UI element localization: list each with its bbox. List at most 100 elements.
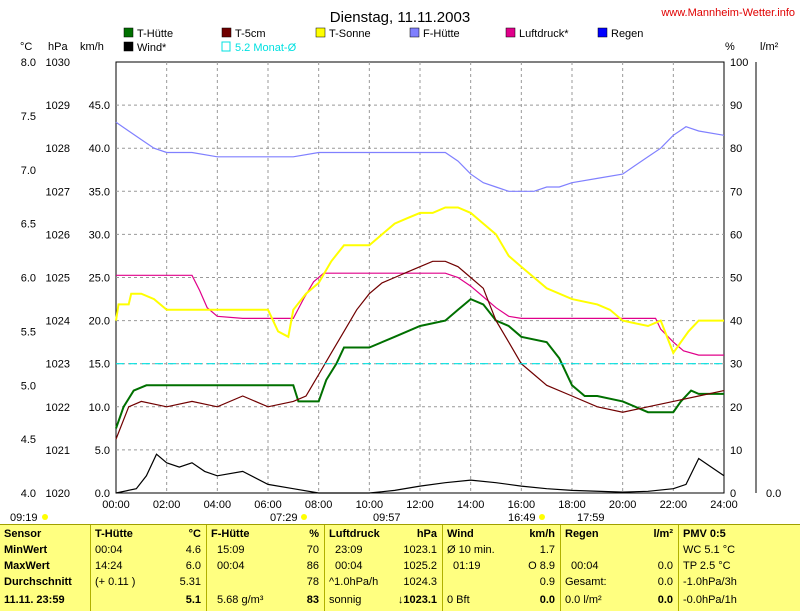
- regen-unit: l/m²: [653, 528, 673, 540]
- stats-col-f-huette: F-Hütte% 15:09 70 00:04 86 78 5.68 g/m³ 83: [206, 525, 323, 611]
- pmv-r1: WC 5.1 °C: [683, 544, 736, 556]
- x-tick-3: 06:00: [254, 499, 282, 511]
- percent-tick-0: 0: [730, 488, 736, 500]
- legend-label-7: 5.2 Monat-Ø: [235, 42, 297, 54]
- series-f-h-tte: [115, 121, 725, 192]
- hpa-tick-4: 1024: [46, 316, 70, 328]
- unit-hpa: hPa: [48, 41, 68, 53]
- legend-label-1: T-5cm: [235, 28, 266, 40]
- percent-tick-3: 30: [730, 359, 742, 371]
- f-huette-head: F-Hütte: [211, 528, 250, 540]
- legend-swatch-3: [409, 27, 420, 38]
- series-luftdruck-: [116, 272, 724, 356]
- legend-swatch-6: [123, 41, 134, 52]
- percent-tick-7: 70: [730, 186, 742, 198]
- stats-col-sensor: Sensor MinWert MaxWert Durchschnitt 11.1…: [0, 525, 88, 611]
- t-huette-r3b: 5.31: [179, 576, 201, 588]
- wind-r1b: 1.7: [539, 544, 555, 556]
- wind-r1a: Ø 10 min.: [447, 544, 495, 556]
- stats-col-pmv: PMV 0:5 WC 5.1 °C TP 2.5 °C -1.0hPa/3h -…: [678, 525, 800, 611]
- hpa-tick-1: 1021: [46, 445, 70, 457]
- regen-r4a: 0.0 l/m²: [565, 594, 602, 606]
- f-huette-r4b: 83: [306, 594, 319, 606]
- sensor-r1: MinWert: [4, 544, 48, 556]
- sensor-r2: MaxWert: [4, 560, 50, 572]
- celsius-tick-7: 7.5: [21, 111, 36, 123]
- celsius-tick-2: 5.0: [21, 380, 36, 392]
- series-t-sonne: [115, 206, 724, 355]
- marker-sunrise: 07:29: [270, 512, 298, 524]
- celsius-tick-5: 6.5: [21, 219, 36, 231]
- percent-tick-9: 90: [730, 100, 742, 112]
- kmh-tick-4: 20.0: [89, 316, 110, 328]
- f-huette-r1b: 70: [306, 544, 319, 556]
- t-huette-r2a: 14:24: [95, 560, 123, 572]
- hpa-tick-2: 1022: [46, 402, 70, 414]
- unit-rain: l/m²: [760, 41, 779, 53]
- wind-r4a: 0 Bft: [447, 594, 470, 606]
- sensor-head: Sensor: [4, 528, 42, 540]
- series-t-h-tte: [115, 297, 724, 429]
- x-tick-9: 18:00: [558, 499, 586, 511]
- legend-swatch-5: [597, 27, 608, 38]
- stats-panel: Sensor MinWert MaxWert Durchschnitt 11.1…: [0, 524, 800, 611]
- marker-2: 17:59: [577, 512, 605, 524]
- luftdruck-r4a: sonnig: [329, 594, 362, 606]
- weather-chart: Dienstag, 11.11.2003 www.Mannheim-Wetter…: [10, 7, 795, 524]
- regen-r4b: 0.0: [657, 594, 673, 606]
- hpa-tick-0: 1020: [46, 488, 70, 500]
- pmv-head: PMV 0:5: [683, 528, 726, 540]
- hpa-tick-6: 1026: [46, 229, 70, 241]
- axes: 4.04.55.05.56.06.57.07.58.01020102110221…: [21, 57, 782, 500]
- t-huette-r1b: 4.6: [185, 544, 201, 556]
- x-tick-4: 08:00: [305, 499, 333, 511]
- f-huette-r4a: 5.68 g/m³: [217, 594, 264, 606]
- kmh-tick-9: 45.0: [89, 100, 110, 112]
- unit-celsius: °C: [20, 41, 32, 53]
- hpa-tick-7: 1027: [46, 186, 70, 198]
- celsius-tick-1: 4.5: [21, 434, 36, 446]
- t-huette-r3a: (+ 0.11 ): [95, 576, 136, 588]
- celsius-tick-6: 7.0: [21, 165, 36, 177]
- sensor-r3: Durchschnitt: [4, 576, 72, 588]
- sun-icon-sunrise: [301, 514, 307, 520]
- marker-sunset: 16:49: [508, 512, 536, 524]
- x-tick-1: 02:00: [153, 499, 181, 511]
- sun-icon-left: [42, 514, 48, 520]
- stats-col-t-huette: T-Hütte °C 00:04 4.6 14:24 6.0 (+ 0.11 ) 5.3…: [90, 525, 205, 611]
- x-tick-11: 22:00: [660, 499, 688, 511]
- sensor-r4: 11.11. 23:59: [4, 594, 65, 606]
- f-huette-unit: %: [309, 528, 319, 540]
- luftdruck-r3b: 1024.3: [403, 576, 437, 588]
- unit-percent: %: [725, 41, 735, 53]
- percent-tick-10: 100: [730, 57, 748, 69]
- x-tick-0: 00:00: [102, 499, 130, 511]
- kmh-tick-0: 0.0: [95, 488, 110, 500]
- legend-label-3: F-Hütte: [423, 28, 460, 40]
- legend-label-2: T-Sonne: [329, 28, 371, 40]
- percent-tick-8: 80: [730, 143, 742, 155]
- legend-label-4: Luftdruck*: [519, 28, 569, 40]
- kmh-tick-6: 30.0: [89, 229, 110, 241]
- kmh-tick-2: 10.0: [89, 402, 110, 414]
- series-t-5cm: [115, 260, 725, 440]
- hpa-tick-10: 1030: [46, 57, 70, 69]
- kmh-tick-5: 25.0: [89, 273, 110, 285]
- wind-unit: km/h: [529, 528, 555, 540]
- kmh-tick-8: 40.0: [89, 143, 110, 155]
- percent-tick-4: 40: [730, 316, 742, 328]
- kmh-tick-7: 35.0: [89, 186, 110, 198]
- f-huette-r1a: 15:09: [217, 544, 245, 556]
- regen-r2b: 0.0: [657, 560, 673, 572]
- wind-r2a: 01:19: [453, 560, 481, 572]
- wind-r4b: 0.0: [539, 594, 555, 606]
- unit-kmh: km/h: [80, 41, 104, 53]
- x-ticks: 00:00 02:00 04:00 06:00 08:00 10:00 12:00 14:00…: [102, 499, 738, 511]
- luftdruck-head: Luftdruck: [329, 528, 380, 540]
- legend-label-6: Wind*: [137, 42, 167, 54]
- celsius-tick-0: 4.0: [21, 488, 36, 500]
- rain-tick-0: 0.0: [766, 488, 781, 500]
- f-huette-r3b: 78: [306, 576, 319, 588]
- percent-tick-1: 10: [730, 445, 742, 457]
- x-tick-6: 12:00: [406, 499, 434, 511]
